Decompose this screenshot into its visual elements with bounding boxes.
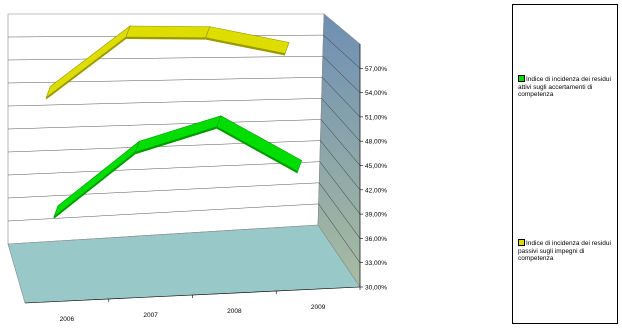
legend-label-residui-passivi: Indice di incidenza dei residui passivi … (518, 240, 611, 262)
series-1-segment-edge (53, 152, 136, 219)
y-tick-label: 51,00% (365, 114, 387, 121)
series-2-segment-edge (46, 36, 127, 100)
y-tick-label: 48,00% (365, 139, 387, 146)
y-tick-label: 57,00% (365, 66, 387, 73)
y-tick-label: 30,00% (365, 285, 387, 292)
legend: Indice di incidenza dei residui attivi s… (512, 4, 618, 324)
y-tick-label: 45,00% (365, 163, 387, 170)
gridline-side (318, 182, 361, 239)
series-2-segment (125, 25, 211, 38)
gridline-side (318, 203, 361, 263)
series-2-segment-edge (205, 37, 286, 56)
chart-area: 30,00% 33,00% 36,00% 39,00% 42,00% 45,00% 48,0… (7, 13, 387, 323)
gridline-back (7, 203, 319, 222)
y-tick-label: 39,00% (365, 212, 387, 219)
x-tick-label: 2008 (227, 308, 242, 315)
x-tick-label: 2007 (143, 312, 158, 319)
gridline-side (320, 140, 361, 190)
gridline-side (321, 98, 361, 142)
legend-swatch-green (518, 75, 525, 82)
gridline-back (7, 161, 320, 176)
y-tick-label: 36,00% (365, 236, 387, 243)
gridline-back (7, 98, 322, 107)
gridline-side (320, 119, 361, 166)
gridline-back (7, 119, 322, 130)
gridline-side (322, 56, 361, 93)
legend-entry-residui-attivi: Indice di incidenza dei residui attivi s… (518, 75, 618, 99)
y-tick-label: 54,00% (365, 90, 387, 97)
legend-swatch-yellow (518, 239, 525, 246)
gridline-side (322, 77, 361, 118)
gridline-back (7, 182, 320, 199)
series-1-segment-edge (135, 126, 217, 155)
series-2-segment-edge (126, 36, 206, 40)
y-tick-label: 42,00% (365, 187, 387, 194)
gridline-side (323, 34, 361, 69)
legend-entry-residui-passivi: Indice di incidenza dei residui passivi … (518, 239, 618, 263)
legend-label-residui-attivi: Indice di incidenza dei residui attivi s… (518, 76, 611, 98)
series-1-segment-edge (216, 126, 298, 174)
gridline-side (319, 161, 361, 215)
x-tick-label: 2006 (60, 316, 75, 323)
x-tick-label: 2009 (311, 304, 326, 311)
gridline-back (7, 55, 323, 61)
y-tick-label: 33,00% (365, 260, 387, 267)
